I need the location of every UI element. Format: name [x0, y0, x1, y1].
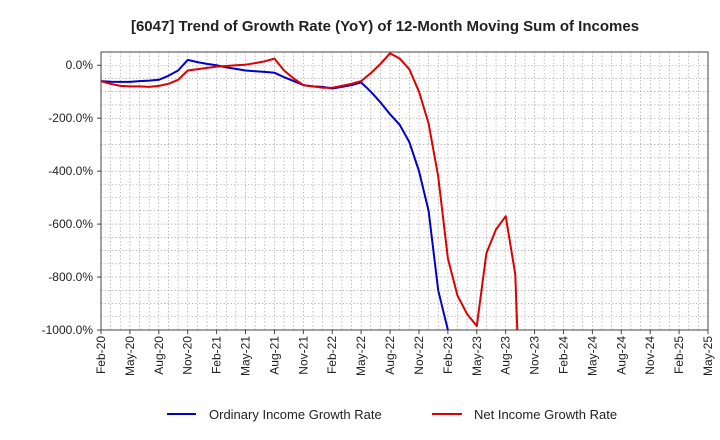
series-layer [100, 52, 519, 331]
x-tick-label: Aug-21 [267, 336, 281, 375]
x-tick-label: Nov-23 [528, 336, 542, 375]
x-tick-label: Nov-24 [643, 336, 657, 375]
plot-frame [100, 51, 709, 331]
y-tick-label: -200.0% [48, 111, 93, 125]
y-tick-label: -800.0% [48, 270, 93, 284]
x-tick-label: Nov-20 [181, 336, 195, 375]
y-tick-label: -400.0% [48, 164, 93, 178]
x-tick-label: Feb-25 [672, 336, 686, 374]
x-tick-label: Aug-23 [499, 336, 513, 375]
series-line-ordinary-income [100, 58, 449, 331]
x-tick-label: May-25 [701, 336, 715, 376]
x-tick-label: Aug-24 [614, 336, 628, 375]
series-line-net-income [100, 52, 519, 331]
y-tick-label: 0.0% [66, 58, 94, 72]
chart-title: [6047] Trend of Growth Rate (YoY) of 12-… [131, 18, 639, 35]
y-tick-label: -1000.0% [42, 323, 94, 337]
x-tick-label: Aug-22 [383, 336, 397, 375]
x-tick-label: May-21 [239, 336, 253, 376]
x-tick-label: Feb-20 [94, 336, 108, 374]
y-axis: 0.0% -200.0% -400.0% -600.0% -800.0% -1000.0% [42, 58, 101, 337]
x-tick-label: May-24 [585, 336, 599, 376]
legend-label: Net Income Growth Rate [474, 407, 617, 422]
x-tick-label: Feb-23 [441, 336, 455, 374]
grid-layer [101, 52, 708, 330]
x-axis: Feb-20 May-20 Aug-20 Nov-20 Feb-21 May-21 Aug-… [94, 330, 715, 376]
legend: Ordinary Income Growth Rate Net Income Gr… [167, 407, 617, 422]
x-tick-label: May-22 [354, 336, 368, 376]
x-tick-label: May-20 [123, 336, 137, 376]
x-tick-label: Nov-22 [412, 336, 426, 375]
x-tick-label: Feb-24 [556, 336, 570, 374]
x-tick-label: Feb-22 [325, 336, 339, 374]
x-tick-label: May-23 [470, 336, 484, 376]
x-tick-label: Nov-21 [296, 336, 310, 375]
legend-label: Ordinary Income Growth Rate [209, 407, 382, 422]
y-tick-label: -600.0% [48, 217, 93, 231]
x-tick-label: Feb-21 [210, 336, 224, 374]
x-tick-label: Aug-20 [152, 336, 166, 375]
